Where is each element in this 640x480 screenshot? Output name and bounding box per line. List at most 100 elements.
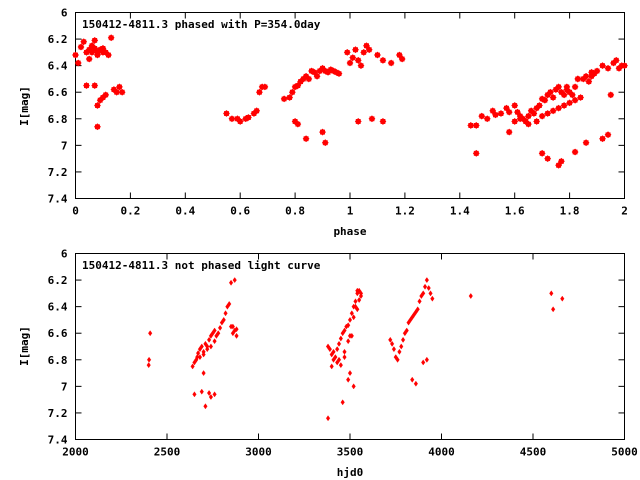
data-point	[195, 354, 200, 361]
data-point	[199, 343, 204, 350]
data-point	[190, 363, 195, 370]
data-point	[321, 139, 329, 147]
data-point	[74, 59, 82, 67]
data-point	[604, 64, 612, 72]
data-point	[208, 343, 213, 350]
data-point	[207, 336, 212, 343]
data-point	[577, 94, 584, 101]
data-point	[94, 102, 101, 109]
data-point	[256, 88, 263, 96]
data-point	[203, 403, 208, 410]
data-point	[212, 391, 217, 398]
x-tick-label: 0.6	[230, 205, 250, 218]
data-point	[395, 356, 400, 363]
data-point	[91, 37, 99, 44]
data-point	[335, 346, 340, 353]
x-tick-label: 0.8	[285, 205, 305, 218]
data-point	[421, 359, 426, 366]
data-point	[582, 72, 590, 80]
data-point	[148, 330, 153, 337]
data-point	[286, 94, 294, 101]
data-point	[205, 346, 210, 353]
data-point	[525, 120, 532, 128]
x-tick-label: 1.2	[395, 205, 415, 218]
tick-group: 2000 2500 3000 3500 4000 4500 5000 6 6.2 6.4 6.6 6.…	[48, 248, 638, 459]
y-tick-label: 7	[61, 380, 68, 393]
data-point	[472, 122, 480, 129]
data-point	[516, 115, 524, 123]
data-point	[349, 310, 354, 317]
y-tick-label: 6.6	[48, 327, 68, 340]
data-point	[331, 348, 336, 355]
y-tick-label: 6.4	[48, 60, 68, 73]
y-tick-label: 7.4	[48, 434, 68, 447]
phased-light-curve-plot: 150412-4811.3 phased with P=354.0day 0 0.…	[18, 7, 628, 238]
x-tick-label: 0.2	[120, 205, 140, 218]
x-tick-label: 1.4	[450, 205, 470, 218]
data-point	[347, 370, 353, 377]
x-tick-label: 2000	[62, 446, 89, 459]
x-tick-label: 1.8	[560, 205, 580, 218]
data-point	[234, 332, 239, 339]
data-point	[588, 72, 595, 80]
data-point	[549, 94, 557, 101]
data-point	[422, 283, 428, 290]
data-point	[245, 114, 252, 121]
data-point	[428, 290, 433, 297]
data-point	[77, 43, 85, 51]
x-tick-label: 3000	[245, 446, 272, 459]
data-point	[585, 78, 593, 85]
data-point	[398, 55, 406, 63]
data-point	[582, 139, 590, 147]
data-point	[196, 350, 201, 357]
data-point	[391, 346, 396, 353]
data-point	[116, 83, 123, 91]
data-point	[387, 59, 395, 67]
data-point	[338, 335, 343, 342]
x-tick-label: 4000	[428, 446, 455, 459]
data-point	[319, 128, 326, 136]
y-tick-label: 7.4	[48, 193, 68, 206]
y-tick-label: 6	[61, 7, 68, 20]
y-tick-label: 7.2	[48, 166, 68, 179]
data-point	[505, 108, 513, 116]
data-point	[424, 356, 429, 363]
data-point	[212, 338, 217, 345]
y-tick-label: 6.2	[48, 33, 68, 46]
data-point	[208, 394, 213, 400]
data-point	[492, 111, 499, 119]
data-point	[207, 390, 212, 396]
data-point	[413, 380, 418, 387]
data-point	[91, 82, 99, 89]
data-point	[533, 118, 541, 125]
data-point	[288, 88, 296, 96]
data-point	[147, 356, 152, 363]
data-point	[397, 348, 402, 355]
data-point	[353, 298, 358, 305]
x-tick-label: 2	[621, 205, 628, 218]
data-point	[342, 348, 347, 355]
y-tick-label: 7	[61, 139, 68, 152]
data-point	[511, 102, 519, 109]
data-point	[329, 363, 334, 370]
data-point	[607, 91, 615, 99]
data-point	[541, 96, 549, 104]
x-axis-title: hjd0	[337, 466, 364, 479]
data-point	[218, 324, 223, 331]
data-point	[146, 362, 151, 369]
data-point	[404, 327, 409, 334]
point-group	[146, 277, 565, 422]
data-point	[551, 306, 556, 313]
data-point	[421, 290, 426, 297]
data-point	[354, 56, 362, 64]
data-point	[280, 95, 288, 103]
data-point	[253, 107, 261, 115]
x-tick-label: 1	[347, 205, 354, 218]
data-point	[228, 279, 234, 286]
data-point	[399, 343, 404, 350]
data-point	[538, 112, 546, 120]
data-point	[478, 112, 486, 120]
y-tick-label: 6	[61, 248, 68, 261]
x-tick-label: 3500	[337, 446, 364, 459]
